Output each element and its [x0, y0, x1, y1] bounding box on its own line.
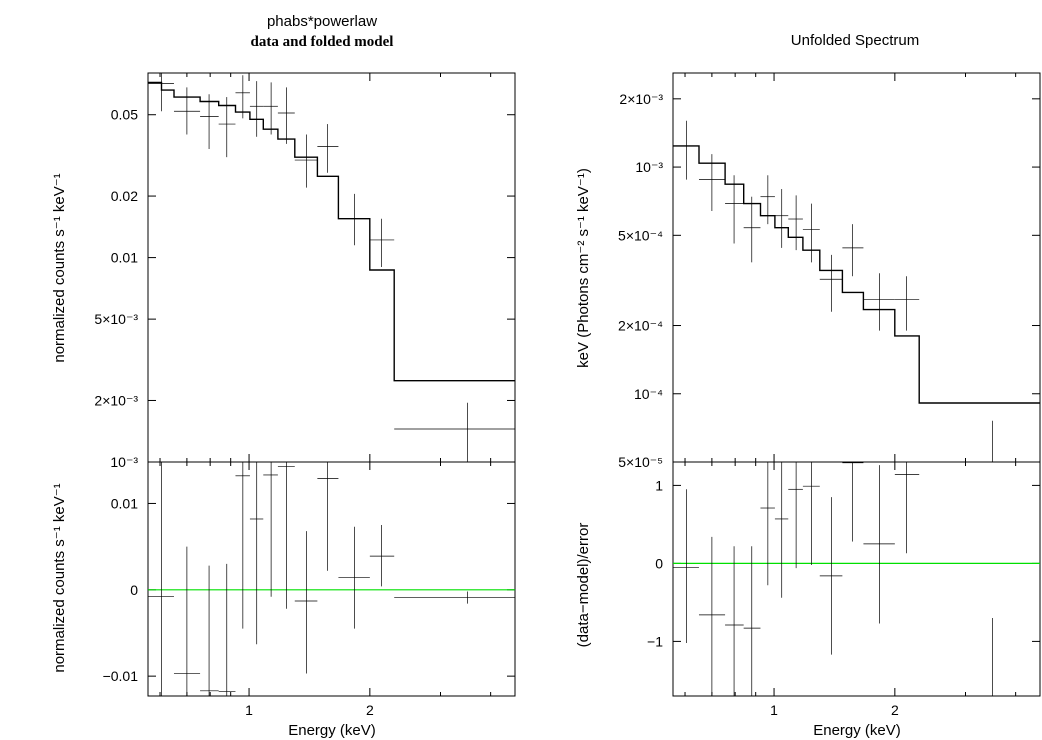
data-point [148, 73, 174, 112]
data-point [788, 195, 803, 251]
y-tick-label: 5×10⁻⁴ [618, 227, 663, 243]
data-point [819, 254, 843, 312]
data-point [249, 81, 264, 137]
y-tick-label: 5×10⁻³ [94, 311, 138, 327]
data-point [760, 175, 775, 225]
left-xlabel: Energy (keV) [288, 722, 376, 739]
data-point [725, 175, 744, 244]
model-step-line [673, 145, 1040, 404]
data-point [394, 402, 515, 462]
bottom-left-ylabel: normalized counts s⁻¹ keV⁻¹ [51, 483, 68, 672]
data-point [819, 497, 843, 655]
top-right-panel: 2×10⁻³ 10⁻³ 5×10⁻⁴ 2×10⁻⁴ 10⁻⁴ 5×10⁻⁵ [618, 72, 1041, 470]
data-point [317, 124, 339, 173]
bottom-right-ylabel: (data−model)/error [575, 523, 592, 648]
y-tick-label: 0.05 [111, 107, 138, 123]
data-point [863, 465, 895, 624]
y-tick-label: 10⁻³ [635, 159, 663, 175]
data-point [743, 546, 761, 696]
data-point [919, 420, 1040, 463]
data-point [317, 462, 339, 571]
y-tick-label: 10⁻³ [110, 454, 138, 470]
data-point [369, 218, 395, 267]
data-point [148, 462, 174, 696]
data-point [277, 462, 295, 609]
y-tick-label: 0.01 [111, 495, 138, 511]
x-tick-label: 1 [245, 702, 253, 718]
y-tick-label: 0.01 [111, 250, 138, 266]
data-point [774, 462, 789, 598]
x-tick-label: 2 [891, 702, 899, 718]
data-point [842, 462, 864, 542]
data-point [698, 536, 726, 695]
data-point [394, 591, 515, 604]
data-point [173, 87, 201, 135]
top-left-ylabel: normalized counts s⁻¹ keV⁻¹ [51, 173, 68, 362]
data-point [774, 189, 789, 248]
right-xlabel: Energy (keV) [813, 722, 901, 739]
plot-frame [672, 461, 1041, 697]
y-tick-label: 5×10⁻⁵ [618, 454, 663, 470]
data-point [338, 193, 370, 246]
y-tick-label: 2×10⁻³ [94, 392, 138, 408]
left-subtitle: data and folded model [251, 34, 394, 50]
data-point [802, 462, 820, 565]
data-point [294, 134, 318, 188]
plot-frame [147, 72, 516, 463]
data-point [673, 489, 699, 643]
data-point [218, 563, 236, 696]
data-point [200, 565, 219, 696]
data-point [760, 462, 775, 586]
y-tick-label: 1 [655, 477, 663, 493]
data-point [249, 462, 264, 645]
data-point [802, 203, 820, 263]
data-point [263, 82, 278, 135]
left-title: phabs*powerlaw [267, 13, 377, 30]
model-step-line [148, 81, 515, 382]
y-tick-label: 10⁻⁴ [634, 386, 663, 402]
data-point [235, 462, 250, 629]
data-point [200, 94, 219, 149]
data-point [218, 97, 236, 158]
data-point [263, 462, 278, 597]
data-point [173, 546, 201, 696]
data-point [788, 462, 803, 569]
y-tick-label: −0.01 [103, 668, 139, 684]
data-point [894, 462, 920, 554]
data-point [235, 75, 250, 119]
data-point [338, 526, 370, 629]
data-point [294, 531, 318, 674]
data-point [842, 224, 864, 277]
y-tick-label: 0 [655, 555, 663, 571]
data-point [277, 87, 295, 144]
right-title: Unfolded Spectrum [791, 32, 919, 49]
top-right-ylabel: keV (Photons cm⁻² s⁻¹ keV⁻¹) [575, 168, 592, 368]
bottom-left-panel: 1 2 0.01 0 −0.01 [103, 461, 516, 718]
data-point [725, 546, 744, 696]
data-point [673, 120, 699, 180]
data-point [919, 618, 1040, 697]
top-left-panel: 0.05 0.02 0.01 5×10⁻³ 2×10⁻³ 10⁻³ [94, 72, 516, 470]
x-tick-label: 1 [770, 702, 778, 718]
data-point [894, 276, 920, 331]
bottom-right-panel: 1 2 1 0 −1 [647, 461, 1041, 718]
y-tick-label: 2×10⁻³ [619, 91, 663, 107]
x-tick-label: 2 [366, 702, 374, 718]
data-point [863, 273, 895, 331]
y-tick-label: 2×10⁻⁴ [618, 318, 663, 334]
y-tick-label: 0 [130, 582, 138, 598]
plot-frame [147, 461, 516, 697]
data-point [369, 525, 395, 587]
y-tick-label: 0.02 [111, 188, 138, 204]
data-point [743, 196, 761, 263]
y-tick-label: −1 [647, 633, 663, 649]
